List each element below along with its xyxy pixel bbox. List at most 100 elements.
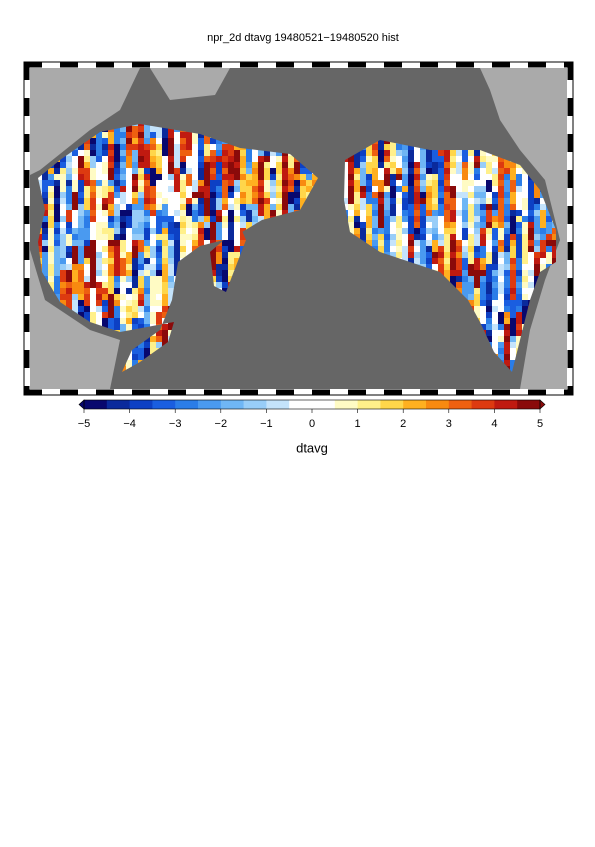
grid-cell bbox=[120, 132, 126, 138]
grid-cell bbox=[360, 186, 366, 192]
grid-cell bbox=[72, 258, 78, 264]
grid-cell bbox=[96, 270, 102, 276]
grid-cell bbox=[90, 186, 96, 192]
grid-cell bbox=[540, 198, 546, 204]
grid-cell bbox=[420, 246, 426, 252]
grid-cell bbox=[288, 186, 294, 192]
grid-cell bbox=[162, 174, 168, 180]
grid-cell bbox=[432, 240, 438, 246]
grid-cell bbox=[144, 228, 150, 234]
grid-cell bbox=[108, 264, 114, 270]
grid-cell bbox=[234, 186, 240, 192]
grid-cell bbox=[108, 294, 114, 300]
grid-cell bbox=[342, 192, 348, 198]
grid-cell bbox=[468, 246, 474, 252]
grid-cell bbox=[162, 330, 168, 336]
grid-cell bbox=[504, 300, 510, 306]
grid-cell bbox=[546, 246, 552, 252]
grid-cell bbox=[462, 156, 468, 162]
grid-cell bbox=[120, 186, 126, 192]
grid-cell bbox=[414, 252, 420, 258]
grid-cell bbox=[162, 192, 168, 198]
grid-cell bbox=[126, 354, 132, 360]
grid-cell bbox=[138, 204, 144, 210]
grid-cell bbox=[516, 240, 522, 246]
grid-cell bbox=[210, 264, 216, 270]
grid-cell bbox=[288, 192, 294, 198]
grid-cell bbox=[528, 258, 534, 264]
grid-cell bbox=[474, 312, 480, 318]
grid-cell bbox=[228, 246, 234, 252]
grid-cell bbox=[162, 270, 168, 276]
grid-cell bbox=[546, 234, 552, 240]
grid-cell bbox=[210, 198, 216, 204]
grid-cell bbox=[498, 252, 504, 258]
grid-cell bbox=[132, 138, 138, 144]
grid-cell bbox=[450, 222, 456, 228]
grid-cell bbox=[222, 168, 228, 174]
grid-cell bbox=[480, 270, 486, 276]
grid-cell bbox=[474, 288, 480, 294]
grid-cell bbox=[408, 240, 414, 246]
grid-cell bbox=[162, 216, 168, 222]
grid-cell bbox=[378, 168, 384, 174]
grid-cell bbox=[510, 210, 516, 216]
grid-cell bbox=[132, 240, 138, 246]
grid-cell bbox=[108, 300, 114, 306]
grid-cell bbox=[378, 192, 384, 198]
grid-cell bbox=[528, 204, 534, 210]
grid-cell bbox=[492, 186, 498, 192]
grid-cell bbox=[384, 228, 390, 234]
grid-cell bbox=[534, 228, 540, 234]
grid-cell bbox=[192, 198, 198, 204]
grid-cell bbox=[396, 150, 402, 156]
grid-cell bbox=[192, 180, 198, 186]
grid-cell bbox=[510, 204, 516, 210]
grid-cell bbox=[546, 210, 552, 216]
grid-cell bbox=[132, 144, 138, 150]
grid-cell bbox=[222, 228, 228, 234]
grid-cell bbox=[492, 156, 498, 162]
grid-cell bbox=[156, 318, 162, 324]
grid-cell bbox=[84, 306, 90, 312]
grid-cell bbox=[240, 186, 246, 192]
grid-cell bbox=[516, 228, 522, 234]
grid-cell bbox=[486, 240, 492, 246]
grid-cell bbox=[540, 258, 546, 264]
grid-cell bbox=[456, 162, 462, 168]
grid-cell bbox=[156, 144, 162, 150]
grid-cell bbox=[186, 234, 192, 240]
grid-cell bbox=[90, 162, 96, 168]
grid-cell bbox=[468, 198, 474, 204]
grid-cell bbox=[210, 210, 216, 216]
grid-cell bbox=[156, 276, 162, 282]
grid-cell bbox=[474, 222, 480, 228]
grid-cell bbox=[54, 270, 60, 276]
grid-cell bbox=[138, 138, 144, 144]
grid-cell bbox=[216, 150, 222, 156]
grid-cell bbox=[192, 186, 198, 192]
grid-cell bbox=[108, 198, 114, 204]
grid-cell bbox=[462, 162, 468, 168]
grid-cell bbox=[78, 288, 84, 294]
grid-cell bbox=[150, 216, 156, 222]
grid-cell bbox=[456, 264, 462, 270]
grid-cell bbox=[528, 210, 534, 216]
grid-cell bbox=[150, 174, 156, 180]
grid-cell bbox=[450, 168, 456, 174]
grid-cell bbox=[480, 162, 486, 168]
grid-cell bbox=[102, 162, 108, 168]
grid-cell bbox=[312, 180, 318, 186]
grid-cell bbox=[78, 294, 84, 300]
grid-cell bbox=[270, 156, 276, 162]
grid-cell bbox=[402, 156, 408, 162]
grid-cell bbox=[114, 318, 120, 324]
grid-cell bbox=[168, 174, 174, 180]
grid-cell bbox=[72, 270, 78, 276]
grid-cell bbox=[360, 162, 366, 168]
grid-cell bbox=[450, 156, 456, 162]
grid-cell bbox=[444, 240, 450, 246]
grid-cell bbox=[246, 204, 252, 210]
grid-cell bbox=[108, 234, 114, 240]
grid-cell bbox=[150, 348, 156, 354]
